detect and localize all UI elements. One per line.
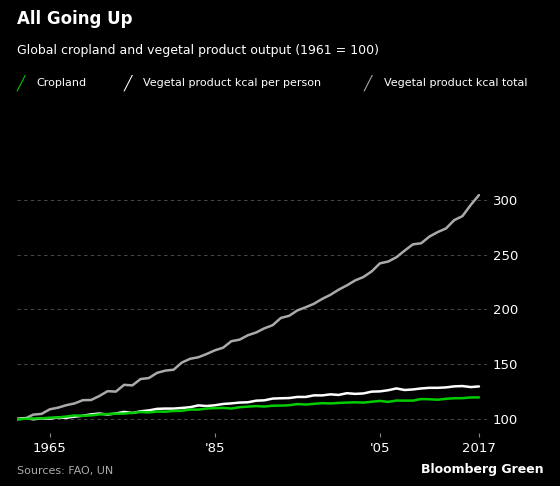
- Text: ╱: ╱: [17, 74, 25, 91]
- Text: Bloomberg Green: Bloomberg Green: [421, 463, 543, 476]
- Text: Sources: FAO, UN: Sources: FAO, UN: [17, 466, 113, 476]
- Text: Global cropland and vegetal product output (1961 = 100): Global cropland and vegetal product outp…: [17, 44, 379, 57]
- Text: Cropland: Cropland: [36, 78, 87, 87]
- Text: ╱: ╱: [123, 74, 132, 91]
- Text: ╱: ╱: [364, 74, 372, 91]
- Text: All Going Up: All Going Up: [17, 10, 132, 28]
- Text: Vegetal product kcal per person: Vegetal product kcal per person: [143, 78, 321, 87]
- Text: Vegetal product kcal total: Vegetal product kcal total: [384, 78, 527, 87]
